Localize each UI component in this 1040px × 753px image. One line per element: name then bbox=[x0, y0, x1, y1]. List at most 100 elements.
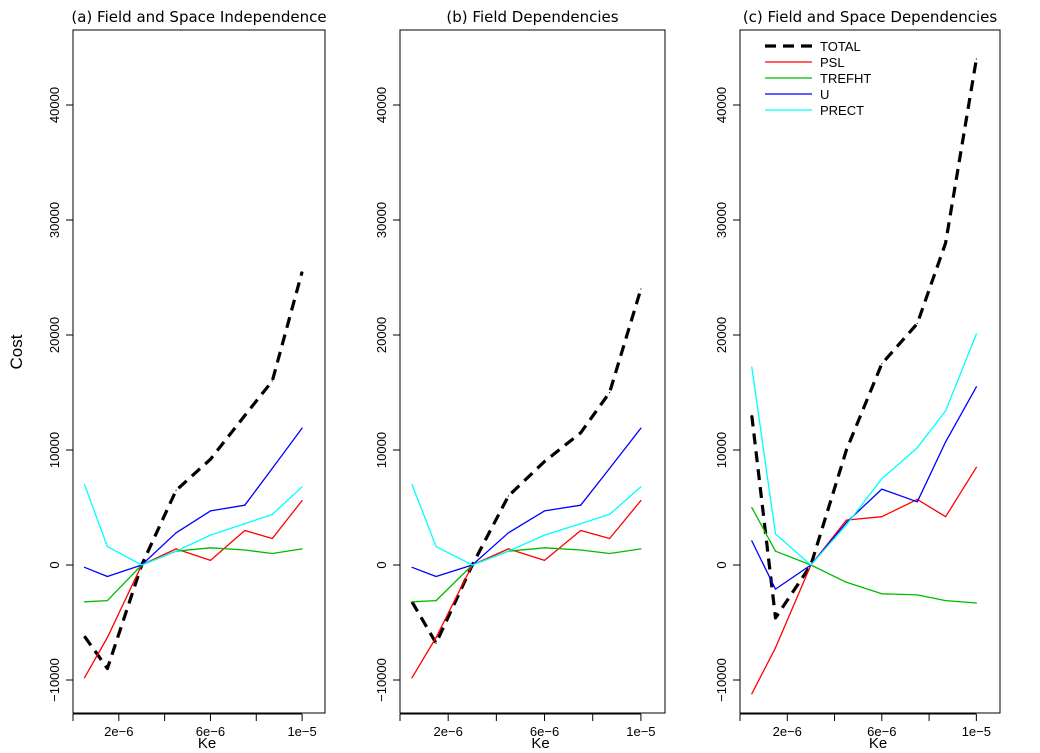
data-point-prect bbox=[810, 564, 812, 566]
data-point-total bbox=[640, 288, 642, 290]
plot-frame bbox=[72, 29, 326, 714]
data-point-psl bbox=[543, 559, 546, 562]
data-point-psl bbox=[411, 677, 413, 679]
data-point-u bbox=[975, 386, 977, 388]
data-point-u bbox=[751, 540, 753, 542]
series-prect bbox=[751, 333, 978, 566]
data-point-psl bbox=[209, 559, 212, 562]
data-point-u bbox=[411, 566, 413, 568]
y-tick-label: 20000 bbox=[47, 317, 62, 353]
y-tick-label: −10000 bbox=[714, 658, 729, 702]
data-point-psl bbox=[975, 466, 977, 468]
data-point-psl bbox=[580, 529, 582, 532]
data-point-total bbox=[175, 489, 177, 491]
plot-frame bbox=[399, 29, 666, 714]
y-tick-label: 10000 bbox=[374, 432, 389, 468]
data-point-trefht bbox=[209, 547, 212, 549]
data-point-prect bbox=[141, 564, 143, 566]
series-line-psl bbox=[751, 466, 977, 695]
data-point-prect bbox=[580, 523, 582, 525]
data-point-prect bbox=[945, 410, 947, 412]
y-tick-label: 0 bbox=[374, 561, 389, 568]
data-point-u bbox=[608, 467, 611, 469]
x-tick-label: 1e−5 bbox=[287, 724, 316, 739]
x-tick-label: 6e−6 bbox=[196, 724, 225, 739]
data-point-prect bbox=[209, 534, 212, 536]
data-point-u bbox=[580, 504, 582, 506]
data-point-prect bbox=[471, 564, 473, 566]
y-tick-label: 40000 bbox=[374, 87, 389, 123]
data-point-psl bbox=[244, 529, 246, 532]
data-point-psl bbox=[845, 519, 847, 521]
data-point-total bbox=[845, 449, 847, 451]
series-trefht bbox=[411, 547, 642, 603]
data-point-total bbox=[106, 667, 108, 670]
chart-title: (b) Field Dependencies bbox=[446, 8, 618, 26]
data-point-total bbox=[751, 414, 753, 417]
chart-panels: (a) Field and Space Independence −10000 0 1… bbox=[47, 8, 1001, 752]
data-point-psl bbox=[774, 647, 777, 649]
x-tick-label: 6e−6 bbox=[530, 724, 559, 739]
data-point-total bbox=[916, 322, 918, 325]
data-point-total bbox=[507, 495, 510, 497]
y-tick-label: 30000 bbox=[374, 202, 389, 238]
chart-title: (c) Field and Space Dependencies bbox=[743, 8, 998, 26]
chart-title: (a) Field and Space Independence bbox=[71, 8, 326, 26]
data-point-psl bbox=[507, 548, 510, 550]
data-point-u bbox=[209, 510, 212, 512]
data-point-psl bbox=[435, 636, 437, 639]
data-point-total bbox=[580, 432, 582, 434]
data-point-prect bbox=[175, 550, 177, 552]
data-point-u bbox=[301, 427, 303, 429]
data-point-u bbox=[435, 575, 437, 578]
data-point-prect bbox=[507, 550, 510, 552]
series-line-u bbox=[84, 427, 303, 578]
data-point-prect bbox=[881, 478, 883, 480]
data-point-u bbox=[881, 488, 883, 490]
data-point-u bbox=[640, 427, 642, 429]
data-point-trefht bbox=[543, 547, 546, 549]
series-psl bbox=[411, 500, 642, 679]
series-line-prect bbox=[751, 333, 978, 566]
series-line-trefht bbox=[411, 547, 641, 603]
y-tick-label: 0 bbox=[714, 561, 729, 568]
y-tick-label: −10000 bbox=[374, 658, 389, 702]
series-psl bbox=[83, 500, 303, 679]
data-point-trefht bbox=[916, 594, 918, 596]
y-tick-label: 20000 bbox=[714, 317, 729, 353]
data-point-u bbox=[916, 501, 918, 503]
y-tick-label: 0 bbox=[47, 561, 62, 568]
y-tick-label: 10000 bbox=[47, 432, 62, 468]
data-point-prect bbox=[845, 524, 847, 526]
x-axis-label: Ke bbox=[198, 735, 216, 752]
series-prect bbox=[83, 483, 303, 566]
data-point-u bbox=[175, 532, 177, 534]
series-trefht bbox=[83, 547, 303, 603]
data-point-prect bbox=[640, 486, 642, 488]
data-point-prect bbox=[774, 533, 777, 535]
data-point-total bbox=[271, 380, 273, 382]
series-trefht bbox=[751, 506, 977, 604]
series-prect bbox=[411, 483, 642, 566]
data-point-prect bbox=[244, 523, 246, 525]
data-point-u bbox=[271, 467, 273, 469]
data-point-trefht bbox=[845, 581, 847, 583]
data-point-u bbox=[543, 510, 546, 512]
data-point-prect bbox=[608, 513, 611, 516]
data-point-psl bbox=[881, 516, 883, 518]
data-point-trefht bbox=[975, 602, 977, 604]
plot-frame bbox=[739, 29, 1001, 714]
data-point-trefht bbox=[411, 601, 413, 603]
data-point-u bbox=[244, 504, 246, 506]
data-point-total bbox=[83, 635, 86, 637]
data-point-psl bbox=[945, 516, 947, 518]
data-point-total bbox=[881, 363, 883, 365]
series-line-total bbox=[750, 58, 978, 620]
data-point-prect bbox=[106, 546, 108, 548]
y-tick-label: 30000 bbox=[47, 202, 62, 238]
data-point-trefht bbox=[83, 601, 86, 603]
y-tick-label: 10000 bbox=[714, 432, 729, 468]
series-line-trefht bbox=[751, 507, 977, 604]
